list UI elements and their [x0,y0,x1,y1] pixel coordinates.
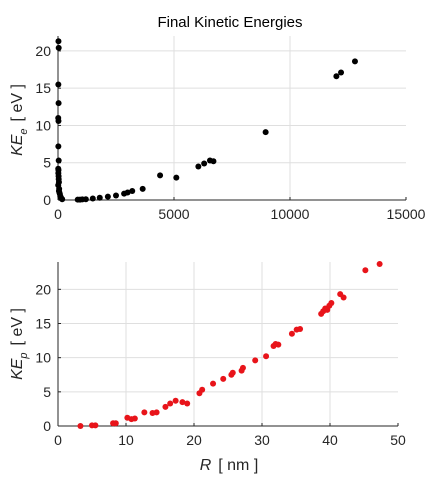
grid [58,262,398,426]
data-point [153,409,160,416]
y-tick-label: 5 [43,155,51,171]
x-tick-label: 30 [254,432,270,448]
data-point [113,192,119,199]
y-tick-label: 0 [43,192,51,208]
data-point [263,353,270,360]
x-axis-label: R [ nm ] [200,457,259,474]
data-point [112,420,119,427]
y-tick-labels: 0 5 10 15 20 [35,281,51,434]
data-point [157,172,164,179]
data-point [173,174,180,181]
data-point [338,69,345,76]
x-tick-labels: 0 10 20 30 40 50 [54,432,406,448]
y-tick-label: 10 [35,350,51,366]
data-point [275,341,282,348]
data-point [55,38,62,45]
data-point [55,143,62,150]
data-point [201,160,208,167]
data-point [141,409,148,416]
x-tick-label: 5000 [158,206,189,222]
y-axis-label-unit: [ eV ] [9,84,26,121]
grid [58,36,406,200]
data-point [340,294,347,301]
data-point [333,73,340,80]
data-point [104,193,111,200]
kinetic-energy-protons-plot: 0 10 20 30 40 50 0 5 10 15 20 KEp [ eV ] R [ nm ] [9,261,406,474]
data-point [297,325,304,332]
x-tick-label: 50 [390,432,406,448]
data-point [55,44,62,51]
data-point [376,261,383,268]
data-point [288,330,295,337]
x-axis-label-unit: [ nm ] [218,457,258,474]
chart-title: Final Kinetic Energies [157,14,302,31]
data-point [55,100,62,107]
data-point [262,129,269,136]
y-axis-label-sub: p [18,352,30,359]
data-point [139,185,146,192]
axes [57,262,399,427]
data-point [252,357,259,364]
data-point [55,157,62,164]
y-tick-label: 5 [43,384,51,400]
data-point [220,375,227,382]
y-tick-labels: 0 5 10 15 20 [35,43,51,208]
y-axis-label: KEp [ eV ] [9,308,30,380]
kinetic-energy-electrons-plot: Final Kinetic Energies 0 5000 10000 15000 0… [9,14,426,222]
data-point [55,117,62,124]
y-axis-label-unit: [ eV ] [9,308,26,345]
x-tick-labels: 0 5000 10000 15000 [54,206,426,222]
y-tick-label: 20 [35,281,51,297]
y-axis-label-main: KE [9,358,26,380]
y-tick-label: 10 [35,117,51,133]
data-point [172,397,179,404]
x-tick-label: 20 [186,432,202,448]
data-point [239,364,246,371]
y-tick-label: 15 [35,316,51,332]
data-point [195,163,202,170]
x-tick-label: 0 [54,206,62,222]
data-point [179,399,186,406]
data-point [124,189,131,196]
x-tick-label: 0 [54,432,62,448]
x-tick-label: 40 [322,432,338,448]
data-point [131,415,138,422]
y-axis-label-main: KE [9,134,26,156]
data-point [362,267,369,274]
data-point [328,300,335,306]
y-tick-label: 20 [35,43,51,59]
y-axis-label-sub: e [18,128,30,134]
data-point [59,196,66,203]
x-tick-label: 10000 [271,206,310,222]
data-point [92,422,99,429]
data-point [167,400,174,407]
data-point [229,369,236,376]
data-point [199,386,206,393]
data-point [77,423,84,429]
y-tick-label: 0 [43,418,51,434]
data-point [351,58,358,65]
data-point [96,194,103,201]
y-tick-label: 15 [35,80,51,96]
data-points [55,38,358,203]
x-tick-label: 10 [118,432,134,448]
data-point [210,380,217,387]
data-point [210,158,217,165]
x-axis-label-main: R [200,457,212,474]
data-point [162,403,169,410]
data-point [89,195,96,202]
data-point [82,196,89,203]
data-point [184,400,191,407]
data-point [129,188,136,195]
x-tick-label: 15000 [387,206,426,222]
data-point [55,81,62,88]
y-axis-label: KEe [ eV ] [9,84,30,156]
data-points [77,261,383,429]
